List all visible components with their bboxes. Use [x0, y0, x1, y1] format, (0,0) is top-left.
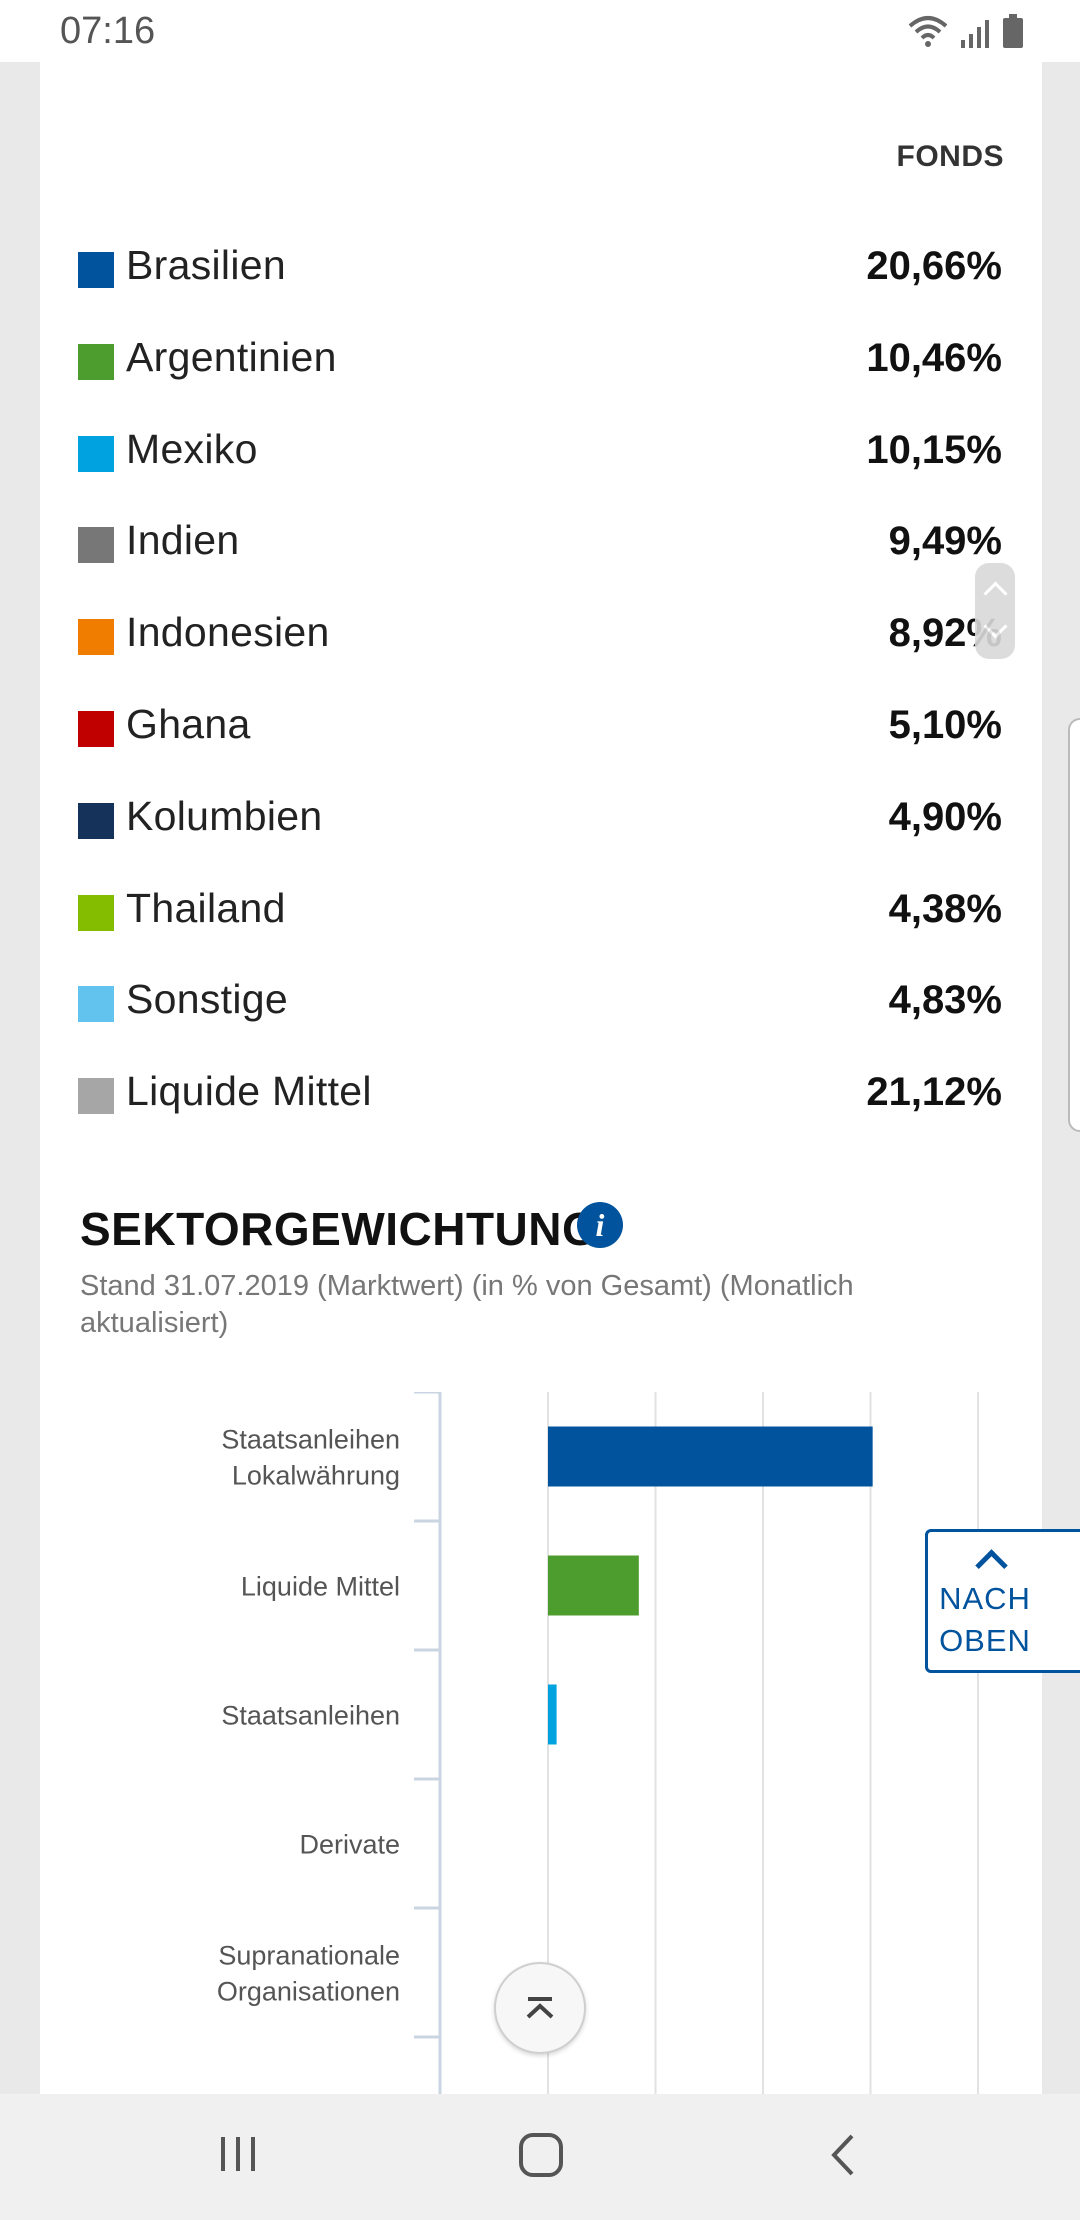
battery-icon: [1003, 14, 1023, 48]
country-row: Mexiko 10,15%: [78, 422, 1042, 482]
content-card: FONDS Brasilien 20,66% Argentinien 10,46% Me…: [40, 62, 1042, 2094]
double-chevron-up-icon: [526, 1997, 554, 2019]
scroll-thumb[interactable]: [975, 563, 1015, 659]
status-time: 07:16: [60, 10, 156, 52]
edge-panel-handle[interactable]: [1068, 718, 1080, 1132]
country-row: Sonstige 4,83%: [78, 972, 1042, 1032]
chevron-up-icon: [975, 1549, 1008, 1582]
country-value: 10,46%: [866, 335, 1002, 380]
section-subtitle: Stand 31.07.2019 (Marktwert) (in % von G…: [80, 1270, 854, 1339]
recent-apps-icon[interactable]: [216, 2132, 260, 2176]
country-label: Thailand: [126, 884, 286, 931]
wifi-icon: [908, 16, 948, 47]
country-label: Mexiko: [126, 425, 258, 472]
color-swatch: [78, 1078, 114, 1115]
country-value: 20,66%: [866, 244, 1002, 288]
bar[interactable]: [548, 1555, 639, 1616]
country-label: Indonesien: [126, 609, 330, 656]
bar[interactable]: [548, 1684, 557, 1745]
country-value: 4,38%: [888, 886, 1002, 931]
category-label: Derivate: [299, 1830, 400, 1860]
country-value: 21,12%: [866, 1070, 1002, 1115]
color-swatch: [78, 894, 114, 931]
fonds-column-header: FONDS: [896, 140, 1004, 173]
home-icon[interactable]: [518, 2132, 564, 2178]
country-label: Indien: [126, 517, 240, 564]
color-swatch: [78, 802, 114, 839]
country-value: 5,10%: [888, 703, 1002, 747]
country-row: Thailand 4,38%: [78, 881, 1042, 941]
country-row: Brasilien 20,66%: [78, 238, 1042, 298]
bar[interactable]: [548, 1426, 873, 1487]
color-swatch: [78, 435, 114, 472]
color-swatch: [78, 986, 114, 1023]
color-swatch: [78, 619, 114, 656]
country-row: Liquide Mittel 21,12%: [78, 1064, 1042, 1124]
back-to-top-label: NACH OBEN: [939, 1581, 1031, 1658]
color-swatch: [78, 252, 114, 288]
country-label: Kolumbien: [126, 792, 323, 839]
signal-icon: [961, 20, 989, 48]
country-value: 9,49%: [888, 519, 1002, 564]
category-label: Staatsanleihen Lokalwährung: [221, 1425, 400, 1491]
status-icons: [908, 12, 1024, 48]
country-row: Indonesien 8,92%: [78, 605, 1042, 665]
country-value: 10,15%: [866, 427, 1002, 472]
status-bar: 07:16: [0, 0, 1080, 62]
info-icon[interactable]: i: [577, 1202, 623, 1248]
country-value: 4,83%: [888, 978, 1002, 1023]
country-label: Sonstige: [126, 976, 288, 1023]
sector-bar-chart: Staatsanleihen Lokalwährung Liquide Mittel…: [217, 1392, 979, 2094]
category-label: Liquide Mittel: [241, 1572, 400, 1602]
chevron-down-icon: [983, 614, 1008, 639]
country-label: Argentinien: [126, 333, 337, 380]
back-icon[interactable]: [826, 2132, 862, 2178]
country-label: Brasilien: [126, 242, 286, 288]
category-label: Staatsanleihen: [221, 1701, 400, 1731]
category-label: Supranationale Organisationen: [217, 1941, 400, 2007]
country-label: Liquide Mittel: [126, 1068, 372, 1115]
scroll-to-top-button[interactable]: [494, 1962, 586, 2054]
country-row: Kolumbien 4,90%: [78, 789, 1042, 849]
country-row: Indien 9,49%: [78, 513, 1042, 573]
color-swatch: [78, 711, 114, 747]
country-row: Ghana 5,10%: [78, 697, 1042, 757]
section-title: SEKTORGEWICHTUNG: [80, 1203, 599, 1255]
back-to-top-button[interactable]: NACH OBEN: [925, 1529, 1080, 1673]
color-swatch: [78, 343, 114, 380]
chevron-up-icon: [983, 581, 1008, 606]
system-nav-bar: [0, 2094, 1080, 2220]
country-row: Argentinien 10,46%: [78, 330, 1042, 390]
color-swatch: [78, 527, 114, 564]
country-value: 4,90%: [888, 794, 1002, 839]
country-label: Ghana: [126, 701, 251, 747]
